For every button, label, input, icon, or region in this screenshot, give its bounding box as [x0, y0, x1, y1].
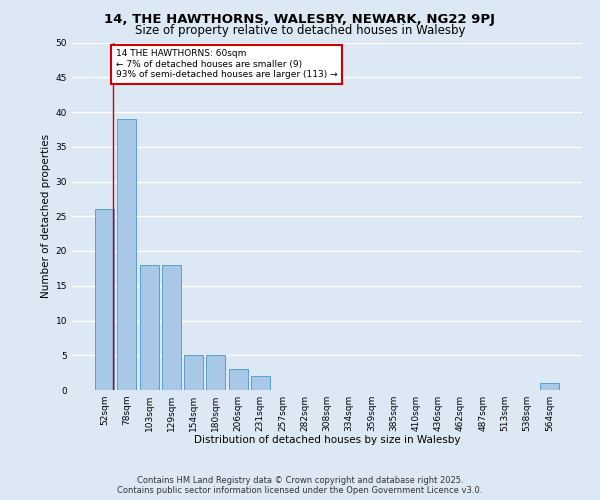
- X-axis label: Distribution of detached houses by size in Walesby: Distribution of detached houses by size …: [194, 436, 460, 446]
- Bar: [229, 369, 248, 390]
- Bar: [140, 265, 158, 390]
- Bar: [95, 210, 114, 390]
- Text: Contains HM Land Registry data © Crown copyright and database right 2025.
Contai: Contains HM Land Registry data © Crown c…: [118, 476, 482, 495]
- Bar: [118, 119, 136, 390]
- Bar: [206, 355, 225, 390]
- Text: 14 THE HAWTHORNS: 60sqm
← 7% of detached houses are smaller (9)
93% of semi-deta: 14 THE HAWTHORNS: 60sqm ← 7% of detached…: [116, 50, 337, 79]
- Bar: [162, 265, 181, 390]
- Text: Size of property relative to detached houses in Walesby: Size of property relative to detached ho…: [135, 24, 465, 37]
- Text: 14, THE HAWTHORNS, WALESBY, NEWARK, NG22 9PJ: 14, THE HAWTHORNS, WALESBY, NEWARK, NG22…: [104, 12, 496, 26]
- Bar: [251, 376, 270, 390]
- Bar: [184, 355, 203, 390]
- Y-axis label: Number of detached properties: Number of detached properties: [41, 134, 52, 298]
- Bar: [540, 383, 559, 390]
